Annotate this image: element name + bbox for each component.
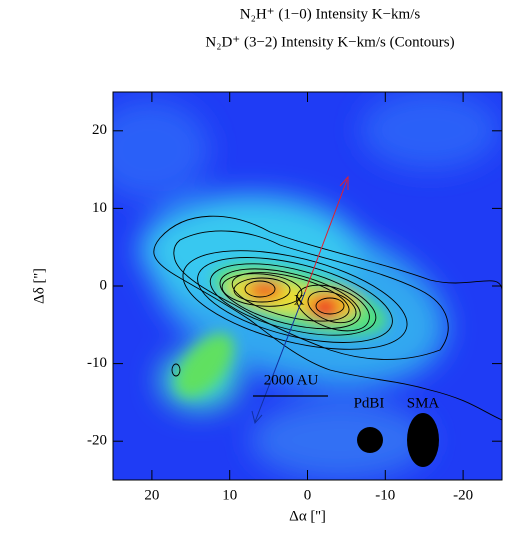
x-tick-label: 10 [222, 487, 237, 503]
beam-pdbi [357, 427, 383, 453]
y-tick-label: -10 [87, 355, 107, 371]
x-tick-label: -20 [453, 487, 473, 503]
arrow-head [251, 410, 263, 425]
chart-title: N₂H⁺ (1−0) Intensity K−km/s [240, 6, 421, 22]
beam-sma [407, 413, 439, 467]
contours [153, 215, 502, 421]
y-tick-label: 0 [100, 277, 108, 293]
outflow-blue [254, 291, 306, 423]
x-tick-label: -10 [375, 487, 395, 503]
annotation: PdBI [354, 395, 385, 411]
x-axis-label: Δα [''] [289, 508, 326, 524]
x-tick-label: 20 [144, 487, 159, 503]
y-axis-label: Δδ [''] [31, 268, 47, 304]
y-tick-label: -20 [87, 433, 107, 449]
y-tick-label: 10 [92, 200, 107, 216]
arrow-head [339, 175, 349, 190]
annotation: 2000 AU [264, 372, 319, 388]
intensity-map [113, 92, 502, 480]
outflow-red [304, 179, 348, 293]
annotation: X [294, 292, 305, 308]
x-tick-label: 0 [304, 487, 312, 503]
y-tick-label: 20 [92, 122, 107, 138]
annotation: SMA [407, 395, 440, 411]
chart-subtitle: N₂D⁺ (3−2) Intensity K−km/s (Contours) [205, 34, 454, 50]
